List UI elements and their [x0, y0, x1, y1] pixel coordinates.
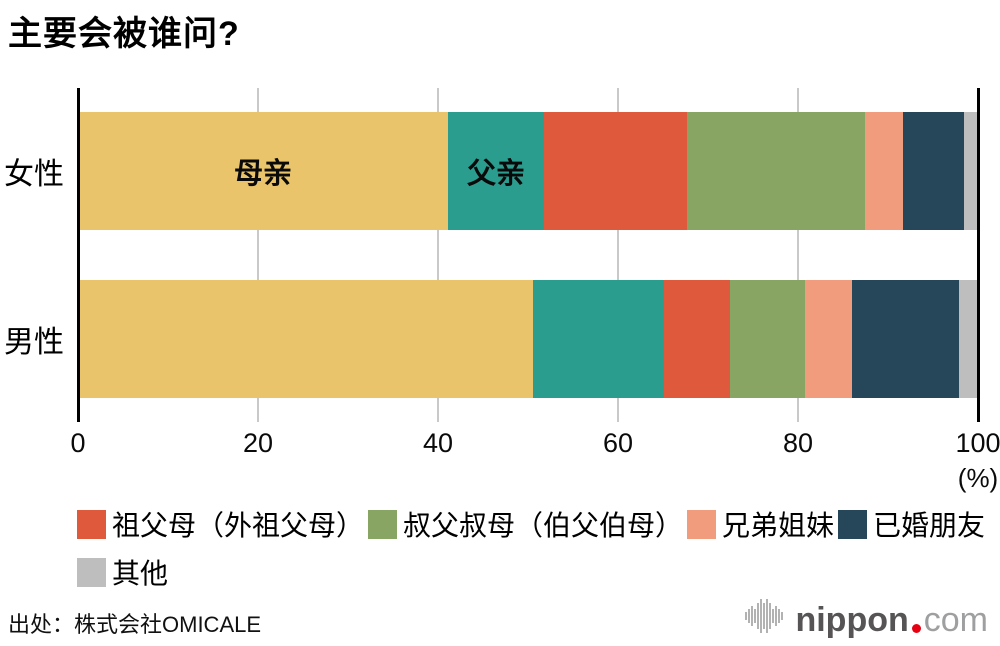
legend-swatch — [838, 509, 868, 539]
x-tick-label: 0 — [70, 428, 86, 458]
plot-area: 母亲 父亲 — [76, 88, 980, 422]
legend-item: 祖父母（外祖父母） — [77, 504, 364, 544]
legend-swatch — [687, 509, 717, 539]
bar-segment-父亲: 父亲 — [447, 112, 545, 230]
logo-dot — [911, 624, 921, 633]
gridline — [797, 88, 799, 422]
source-note: 出处：株式会社OMICALE — [8, 612, 262, 637]
legend-swatch — [77, 557, 106, 587]
bar-segment-叔父叔母（伯父伯母） — [729, 280, 806, 398]
gridline — [437, 88, 439, 422]
legend-item: 兄弟姐妹 — [687, 504, 834, 544]
bar-segment-祖父母（外祖父母） — [544, 112, 688, 230]
bar-segment-父亲 — [533, 280, 664, 398]
bar-segment-兄弟姐妹 — [805, 280, 852, 398]
stacked-bar-男性 — [78, 280, 978, 398]
x-tick-label: 20 — [242, 428, 274, 458]
row-label-女性: 女性 — [4, 158, 64, 191]
logo-name: nippon — [795, 601, 909, 639]
bar-segment-其他 — [963, 112, 978, 230]
legend-swatch — [77, 509, 106, 539]
legend-label: 其他 — [112, 558, 169, 589]
legend-item: 已婚朋友 — [838, 504, 985, 544]
bar-segment-母亲: 母亲 — [78, 112, 448, 230]
gridline — [257, 88, 259, 422]
legend-swatch — [368, 509, 398, 539]
segment-inline-label: 母亲 — [233, 158, 292, 190]
nippon-logo: nippon com — [745, 598, 988, 638]
x-tick-label: 40 — [422, 428, 454, 458]
stacked-bar-女性: 母亲 父亲 — [78, 112, 978, 230]
legend-item: 叔父叔母（伯父伯母） — [368, 504, 683, 544]
legend: 祖父母（外祖父母） 叔父叔母（伯父伯母） 兄弟姐妹 已婚朋友其他 — [77, 504, 987, 600]
bar-segment-其他 — [959, 280, 978, 398]
gridline — [617, 88, 619, 422]
row-label-男性: 男性 — [4, 326, 64, 359]
bar-segment-已婚朋友 — [851, 280, 960, 398]
axis-boundary-line — [76, 88, 80, 422]
bar-segment-兄弟姐妹 — [864, 112, 904, 230]
legend-label: 祖父母（外祖父母） — [112, 510, 365, 541]
logo-suffix: com — [923, 601, 988, 639]
chart-title: 主要会被谁问? — [8, 15, 240, 53]
legend-row: 祖父母（外祖父母） 叔父叔母（伯父伯母） 兄弟姐妹 已婚朋友 — [77, 504, 987, 544]
bar-segment-已婚朋友 — [903, 112, 964, 230]
bar-segment-叔父叔母（伯父伯母） — [687, 112, 865, 230]
x-tick-label: 80 — [782, 428, 814, 458]
axis-boundary-line — [976, 88, 980, 422]
legend-item: 其他 — [77, 552, 168, 592]
x-tick-label: 100 — [955, 428, 1000, 458]
bar-segment-母亲 — [78, 280, 534, 398]
legend-label: 兄弟姐妹 — [722, 510, 835, 541]
bar-segment-祖父母（外祖父母） — [663, 280, 730, 398]
x-tick-label: 60 — [602, 428, 634, 458]
legend-label: 已婚朋友 — [873, 510, 986, 541]
legend-label: 叔父叔母（伯父伯母） — [403, 510, 684, 541]
soundwave-icon — [745, 598, 785, 634]
segment-inline-label: 父亲 — [467, 158, 526, 190]
x-axis-unit-label: (%) — [957, 463, 999, 493]
legend-row: 其他 — [77, 552, 987, 592]
